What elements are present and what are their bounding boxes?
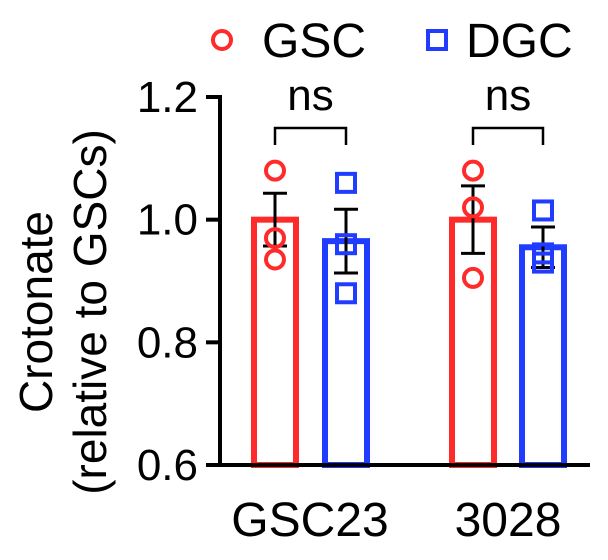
data-point-gsc-0-2 <box>264 248 286 271</box>
data-point-gsc-0-1 <box>264 227 286 250</box>
y-tick-label-0: 0.6 <box>137 441 198 490</box>
significance-label-0: ns <box>287 71 333 120</box>
x-tick-label-1: 3028 <box>455 494 562 547</box>
y-axis-label-line2: (relative to GSCs) <box>64 129 116 495</box>
data-point-dgc-0-1 <box>335 233 357 256</box>
legend-dgc-label: DGC <box>466 15 573 68</box>
y-tick-label-3: 1.2 <box>137 73 198 122</box>
data-point-dgc-1-2 <box>532 251 554 274</box>
legend-dgc-marker <box>426 29 448 51</box>
legend: GSC DGC <box>211 15 573 68</box>
bar-dgc-gsc23 <box>322 238 370 468</box>
data-point-dgc-1-0 <box>532 199 554 222</box>
significance-label-1: ns <box>485 71 531 120</box>
legend-gsc-marker <box>211 29 233 51</box>
data-point-gsc-1-0 <box>462 159 484 182</box>
significance-bracket-1 <box>471 126 545 145</box>
bar-gsc-gsc23 <box>251 216 299 468</box>
bar-gsc-3028 <box>449 216 497 468</box>
plot-area: 0.6 0.8 1.0 1.2 GSC23 3028 ns ns <box>137 71 590 547</box>
data-point-gsc-0-0 <box>264 159 286 182</box>
y-axis-label: Crotonate (relative to GSCs) <box>10 129 116 495</box>
bar-dgc-3028 <box>519 244 567 468</box>
data-point-gsc-1-1 <box>462 196 484 219</box>
x-tick-label-0: GSC23 <box>231 494 388 547</box>
data-point-dgc-0-0 <box>335 171 357 194</box>
data-point-gsc-1-2 <box>462 266 484 289</box>
data-point-dgc-0-2 <box>335 282 357 305</box>
significance-bracket-0 <box>273 126 348 145</box>
y-axis-label-line1: Crotonate <box>10 211 62 413</box>
legend-gsc-label: GSC <box>262 15 366 68</box>
y-tick-label-1: 0.8 <box>137 318 198 367</box>
y-tick-label-2: 1.0 <box>137 196 198 245</box>
